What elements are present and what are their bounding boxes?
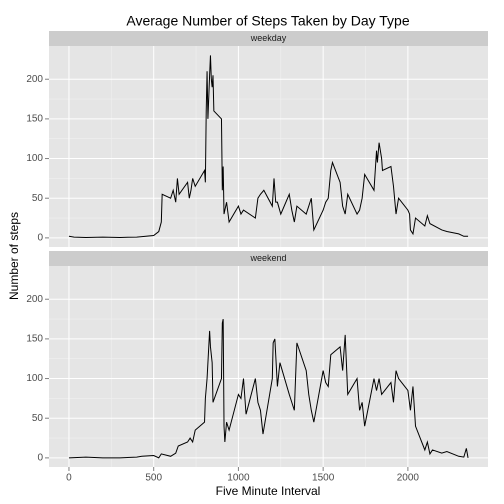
y-tick-label: 100 (26, 153, 43, 164)
strip-label: weekday (250, 33, 287, 43)
y-tick-label: 150 (26, 114, 43, 125)
y-tick-label: 150 (26, 334, 43, 345)
y-tick-label: 200 (26, 294, 43, 305)
x-tick-label: 1500 (312, 473, 335, 484)
strip (49, 251, 488, 266)
x-tick-label: 500 (145, 473, 162, 484)
y-tick-label: 0 (37, 453, 43, 464)
x-tick-label: 0 (66, 473, 72, 484)
x-axis-label: Five Minute Interval (216, 484, 321, 498)
y-tick-label: 50 (32, 413, 44, 424)
strip-label: weekend (249, 253, 286, 263)
panel-background (49, 46, 488, 247)
y-axis-label: Number of steps (7, 212, 21, 300)
y-tick-label: 200 (26, 74, 43, 85)
y-tick-label: 50 (32, 193, 44, 204)
line (68, 318, 469, 459)
line (68, 55, 469, 238)
chart-title: Average Number of Steps Taken by Day Typ… (126, 13, 409, 29)
strip (49, 31, 488, 46)
y-tick-label: 0 (37, 233, 43, 244)
x-tick-label: 2000 (397, 473, 420, 484)
x-tick-label: 1000 (227, 473, 250, 484)
y-tick-label: 100 (26, 373, 43, 384)
panel-background (49, 266, 488, 467)
